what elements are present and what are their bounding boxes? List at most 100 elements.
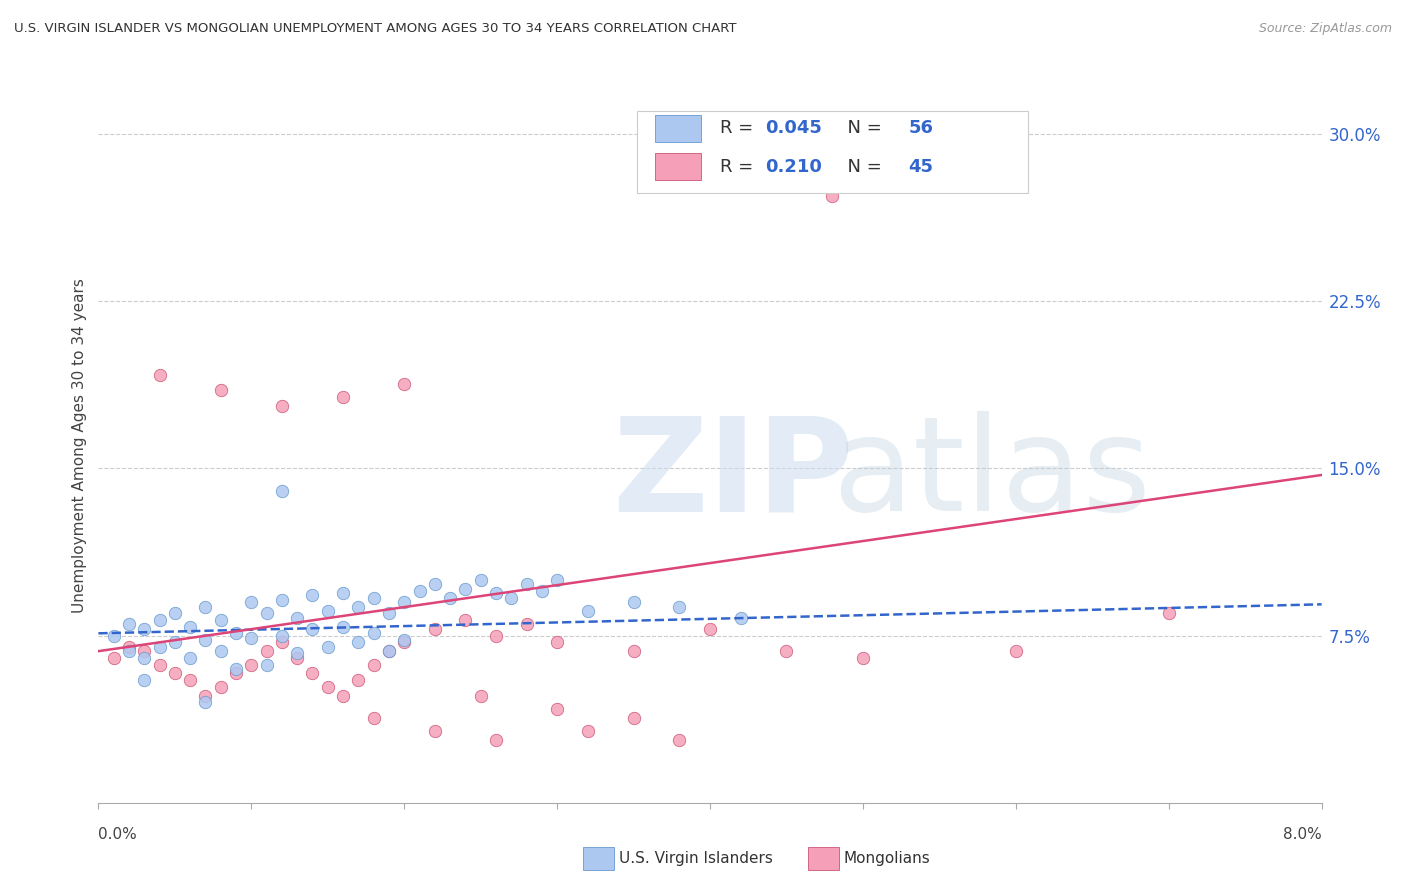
Point: [623, 644, 645, 658]
Point: [134, 644, 156, 658]
Point: [1004, 644, 1026, 658]
Point: [439, 591, 461, 605]
Point: [209, 680, 232, 694]
Text: 8.0%: 8.0%: [1282, 827, 1322, 841]
Point: [363, 626, 385, 640]
Point: [470, 689, 492, 703]
Point: [240, 657, 263, 672]
Point: [163, 666, 186, 681]
Point: [546, 635, 568, 649]
Point: [149, 613, 172, 627]
Point: [1157, 607, 1180, 621]
Point: [163, 635, 186, 649]
Point: [454, 613, 477, 627]
Point: [118, 617, 141, 632]
Point: [301, 589, 323, 603]
Point: [240, 595, 263, 609]
Point: [301, 622, 323, 636]
Point: [103, 628, 125, 642]
Point: [270, 628, 294, 642]
Y-axis label: Unemployment Among Ages 30 to 34 years: Unemployment Among Ages 30 to 34 years: [72, 278, 87, 614]
Point: [423, 577, 446, 591]
Text: 0.045: 0.045: [765, 120, 823, 137]
Text: R =: R =: [720, 158, 759, 176]
FancyBboxPatch shape: [637, 111, 1028, 193]
Point: [516, 577, 538, 591]
Point: [363, 657, 385, 672]
Point: [576, 604, 599, 618]
Point: [194, 689, 217, 703]
Point: [256, 644, 278, 658]
Text: N =: N =: [837, 120, 887, 137]
Point: [392, 376, 416, 391]
Point: [179, 619, 201, 633]
Point: [285, 646, 308, 660]
Point: [179, 651, 201, 665]
Point: [347, 673, 370, 687]
FancyBboxPatch shape: [655, 115, 702, 142]
Point: [363, 711, 385, 725]
Point: [332, 390, 354, 404]
Point: [668, 733, 690, 747]
Point: [501, 591, 523, 605]
Point: [423, 622, 446, 636]
Point: [730, 610, 752, 624]
Text: N =: N =: [837, 158, 887, 176]
Point: [316, 680, 339, 694]
Point: [516, 617, 538, 632]
Point: [530, 583, 553, 598]
Point: [485, 586, 508, 600]
Point: [301, 666, 323, 681]
Point: [118, 644, 141, 658]
Text: ZIP: ZIP: [612, 411, 853, 538]
Point: [270, 592, 294, 607]
Text: 56: 56: [908, 120, 934, 137]
Text: U.S. Virgin Islanders: U.S. Virgin Islanders: [619, 851, 772, 865]
Point: [454, 582, 477, 596]
Point: [470, 573, 492, 587]
Point: [270, 635, 294, 649]
Text: 45: 45: [908, 158, 934, 176]
Point: [149, 640, 172, 654]
Point: [576, 724, 599, 739]
Point: [392, 633, 416, 648]
Point: [332, 619, 354, 633]
Text: Mongolians: Mongolians: [844, 851, 931, 865]
Text: 0.210: 0.210: [765, 158, 823, 176]
Point: [775, 644, 797, 658]
Point: [118, 640, 141, 654]
Point: [194, 633, 217, 648]
Point: [194, 696, 217, 710]
Point: [423, 724, 446, 739]
Text: atlas: atlas: [832, 411, 1152, 538]
Point: [332, 586, 354, 600]
Point: [225, 666, 247, 681]
Point: [392, 635, 416, 649]
Point: [347, 635, 370, 649]
Point: [270, 399, 294, 413]
Text: U.S. VIRGIN ISLANDER VS MONGOLIAN UNEMPLOYMENT AMONG AGES 30 TO 34 YEARS CORRELA: U.S. VIRGIN ISLANDER VS MONGOLIAN UNEMPL…: [14, 22, 737, 36]
Point: [316, 604, 339, 618]
Point: [134, 673, 156, 687]
Point: [408, 583, 430, 598]
Text: R =: R =: [720, 120, 759, 137]
Point: [485, 733, 508, 747]
Point: [852, 651, 875, 665]
Point: [194, 599, 217, 614]
Point: [285, 651, 308, 665]
Point: [256, 607, 278, 621]
Point: [821, 189, 844, 203]
Point: [546, 702, 568, 716]
Point: [270, 483, 294, 498]
Point: [623, 595, 645, 609]
Point: [149, 657, 172, 672]
Point: [363, 591, 385, 605]
Point: [332, 689, 354, 703]
Point: [378, 644, 401, 658]
Point: [378, 644, 401, 658]
Point: [149, 368, 172, 382]
Point: [134, 622, 156, 636]
Point: [256, 657, 278, 672]
Point: [699, 622, 721, 636]
Point: [209, 613, 232, 627]
